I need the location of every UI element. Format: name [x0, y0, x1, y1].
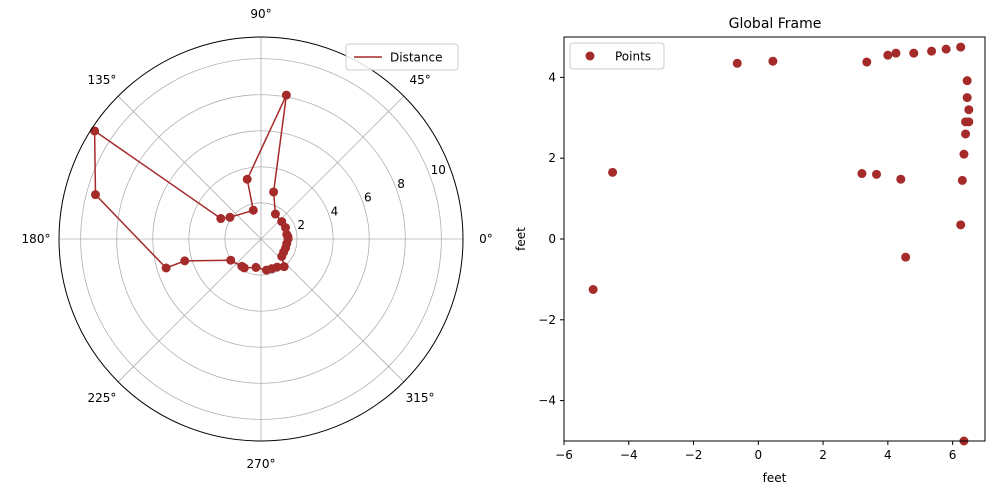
polar-distance-point [242, 174, 252, 184]
polar-distance-point [161, 263, 171, 273]
polar-angle-tick-label: 90° [250, 7, 271, 21]
scatter-point [896, 174, 906, 184]
polar-angle-tick-label: 225° [87, 391, 116, 405]
scatter-x-tick-label: 2 [819, 448, 827, 462]
polar-grid [59, 37, 463, 441]
polar-legend: Distance [345, 43, 459, 71]
polar-distance-point [237, 261, 247, 271]
polar-angle-tick-label: 270° [247, 457, 276, 471]
scatter-axes-frame [563, 36, 986, 442]
scatter-y-ticks: −4 −2 0 2 4 [538, 70, 564, 408]
scatter-legend: Points [569, 42, 665, 70]
scatter-points [588, 42, 974, 446]
scatter-y-tick-label: 4 [548, 70, 556, 84]
scatter-point [872, 169, 882, 179]
polar-distance-point [90, 126, 100, 136]
scatter-point [964, 117, 974, 127]
scatter-point [862, 57, 872, 67]
scatter-point [927, 46, 937, 56]
scatter-x-tick-label: −4 [620, 448, 638, 462]
scatter-point [941, 44, 951, 54]
polar-distance-point [90, 190, 100, 200]
scatter-point [768, 56, 778, 66]
scatter-point [959, 149, 969, 159]
polar-angle-tick-label: 135° [87, 73, 116, 87]
scatter-x-axis-label: feet [763, 471, 787, 485]
polar-series-distance [90, 90, 293, 275]
scatter-y-tick-label: −4 [538, 394, 556, 408]
polar-distance-point [281, 223, 291, 233]
scatter-y-tick-label: 0 [548, 232, 556, 246]
polar-distance-point [281, 90, 291, 100]
scatter-point [857, 169, 867, 179]
scatter-point [964, 105, 974, 115]
polar-distance-point [248, 205, 258, 215]
polar-legend-box [345, 43, 459, 71]
polar-radial-tick-label: 2 [297, 218, 305, 232]
scatter-x-tick-label: 4 [884, 448, 892, 462]
scatter-legend-label: Points [615, 50, 651, 64]
scatter-chart: Global Frame −6 −4 −2 0 2 4 6 −4 −2 0 2 4 feet fee… [514, 16, 986, 485]
polar-distance-point [180, 256, 190, 266]
scatter-point [608, 167, 618, 177]
polar-angle-tick-label: 315° [406, 391, 435, 405]
polar-angle-tick-label: 0° [479, 232, 493, 246]
scatter-point [901, 252, 911, 262]
polar-distance-point [270, 209, 280, 219]
polar-outer-frame [58, 36, 464, 442]
scatter-point [962, 76, 972, 86]
polar-distance-point [216, 214, 226, 224]
scatter-point [883, 50, 893, 60]
scatter-point [909, 48, 919, 58]
scatter-y-axis-label: feet [514, 227, 528, 251]
polar-radial-tick-labels: 2 4 6 8 10 [297, 163, 446, 232]
polar-chart: 0° 45° 90° 135° 180° 225° 270° 315° 2 4 6 8 10 Dist… [22, 7, 493, 471]
polar-angle-tick-label: 45° [409, 73, 430, 87]
polar-radial-tick-label: 6 [364, 191, 372, 205]
polar-distance-point [269, 187, 279, 197]
scatter-y-tick-label: 2 [548, 151, 556, 165]
scatter-point [962, 93, 972, 103]
scatter-x-tick-label: 6 [949, 448, 957, 462]
polar-distance-point [226, 255, 236, 265]
scatter-point [957, 175, 967, 185]
scatter-y-tick-label: −2 [538, 313, 556, 327]
scatter-point [956, 42, 966, 52]
scatter-point [891, 48, 901, 58]
polar-distance-point [279, 262, 289, 272]
scatter-legend-marker [585, 51, 595, 61]
polar-distance-point [261, 265, 271, 275]
scatter-point [961, 129, 971, 139]
polar-angle-tick-label: 180° [22, 232, 51, 246]
scatter-point [588, 285, 598, 294]
polar-distance-point [225, 212, 235, 222]
scatter-point [732, 58, 742, 68]
polar-grid-spoke [260, 95, 405, 240]
scatter-point [956, 220, 966, 230]
polar-angle-tick-labels: 0° 45° 90° 135° 180° 225° 270° 315° [22, 7, 493, 471]
polar-distance-point [277, 251, 287, 261]
scatter-x-tick-label: −2 [685, 448, 703, 462]
polar-radial-tick-label: 10 [431, 163, 446, 177]
scatter-x-ticks: −6 −4 −2 0 2 4 6 [555, 441, 956, 462]
scatter-title: Global Frame [729, 16, 822, 32]
polar-radial-tick-label: 8 [397, 177, 405, 191]
scatter-legend-box [569, 42, 665, 70]
scatter-x-tick-label: 0 [754, 448, 762, 462]
polar-distance-point [251, 262, 261, 272]
polar-distance-line [93, 94, 289, 271]
polar-grid-spoke [117, 238, 262, 383]
polar-legend-label: Distance [390, 51, 442, 65]
polar-grid-spoke [117, 95, 262, 240]
polar-radial-tick-label: 4 [331, 204, 339, 218]
scatter-x-tick-label: −6 [555, 448, 573, 462]
